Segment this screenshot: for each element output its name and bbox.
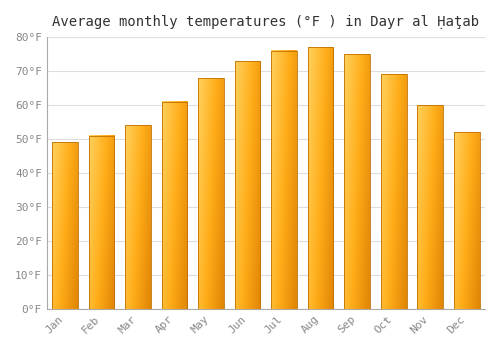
Bar [89, 135, 114, 309]
Bar [344, 54, 370, 309]
Bar [198, 78, 224, 309]
Bar [272, 51, 297, 309]
Bar [308, 47, 334, 309]
Bar [52, 142, 78, 309]
Bar [454, 132, 479, 309]
Bar [162, 102, 188, 309]
Bar [418, 105, 443, 309]
Bar [235, 61, 260, 309]
Title: Average monthly temperatures (°F ) in Dayr al Ḥaţab: Average monthly temperatures (°F ) in Da… [52, 15, 480, 29]
Bar [126, 125, 151, 309]
Bar [381, 75, 406, 309]
